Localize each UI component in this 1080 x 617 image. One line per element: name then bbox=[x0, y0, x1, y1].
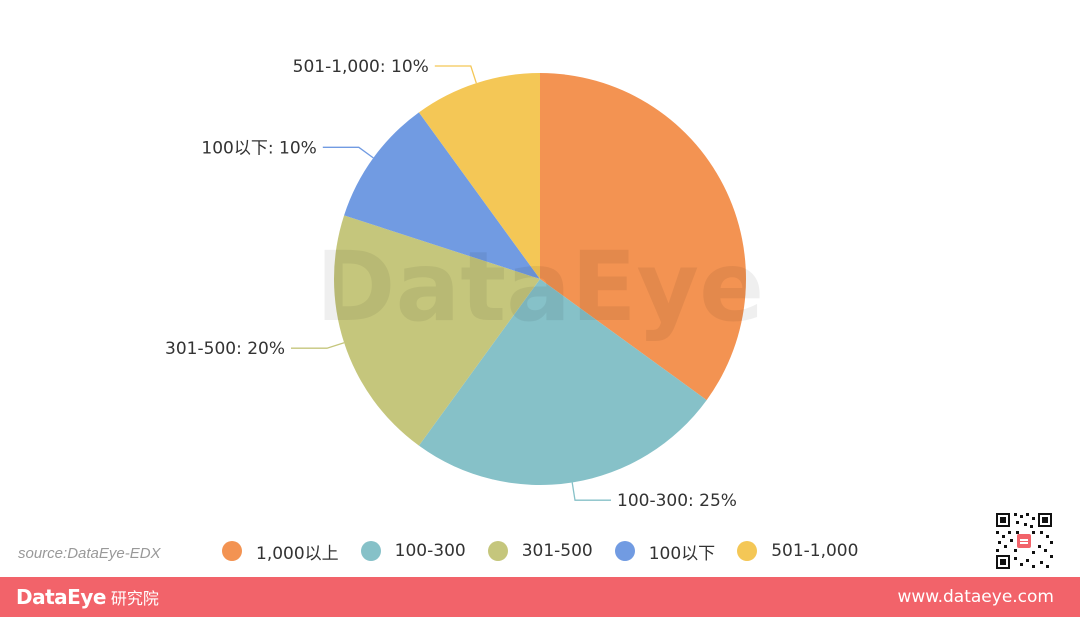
legend-item-2[interactable]: 100-300 bbox=[360, 541, 466, 561]
legend-swatch bbox=[487, 541, 508, 561]
slice-label-5: 501-1,000: 10% bbox=[293, 57, 429, 77]
brand-logo: DataEye bbox=[16, 585, 106, 609]
slice-labels: 100-300: 25% 301-500: 20% 100以下: 10% 501-1,… bbox=[165, 57, 737, 511]
legend-swatch bbox=[614, 541, 635, 561]
legend-label: 301-500 bbox=[521, 541, 593, 561]
pie-slice-1[interactable] bbox=[540, 73, 746, 401]
pie-slice-4[interactable] bbox=[344, 112, 540, 279]
leader-line-5 bbox=[434, 65, 477, 84]
source-note: source:DataEye-EDX bbox=[18, 545, 161, 562]
leader-line-3 bbox=[291, 342, 345, 349]
brand: DataEye 研究院 bbox=[16, 577, 159, 617]
legend-label: 501-1,000 bbox=[771, 541, 859, 561]
slice-label-3: 301-500: 20% bbox=[165, 339, 285, 359]
pie-slice-5[interactable] bbox=[418, 73, 540, 279]
legend-label: 100以下 bbox=[648, 543, 716, 564]
legend-swatch bbox=[222, 541, 242, 561]
website-link[interactable]: www.dataeye.com bbox=[897, 587, 1054, 607]
legend-swatch bbox=[737, 541, 758, 561]
leader-lines bbox=[291, 65, 611, 501]
qr-code-icon bbox=[994, 511, 1054, 571]
pie-slices bbox=[333, 73, 746, 485]
slice-label-4: 100以下: 10% bbox=[201, 138, 316, 158]
legend-item-4[interactable]: 100以下 bbox=[614, 539, 716, 564]
brand-subtitle: 研究院 bbox=[110, 589, 159, 608]
pie-slice-3[interactable] bbox=[333, 215, 540, 446]
leader-line-4 bbox=[322, 146, 374, 159]
pie-chart: 100-300: 25% 301-500: 20% 100以下: 10% 501-1,… bbox=[165, 57, 764, 511]
legend-label: 1,000以上 bbox=[256, 543, 339, 564]
legend-swatch bbox=[360, 541, 381, 561]
legend-label: 100-300 bbox=[394, 541, 466, 561]
slice-label-2: 100-300: 25% bbox=[617, 491, 737, 511]
legend-item-5[interactable]: 501-1,000 bbox=[737, 541, 858, 561]
legend-item-1[interactable]: 1,000以上 bbox=[222, 539, 339, 564]
chart-legend: 1,000以上 100-300 301-500 100以下 501-1,000 bbox=[222, 537, 880, 565]
pie-slice-2[interactable] bbox=[418, 279, 707, 485]
watermark: DataEye bbox=[316, 231, 764, 343]
footer-bar: DataEye 研究院 www.dataeye.com bbox=[0, 577, 1080, 617]
legend-item-3[interactable]: 301-500 bbox=[487, 541, 593, 561]
leader-line-2 bbox=[571, 482, 611, 501]
